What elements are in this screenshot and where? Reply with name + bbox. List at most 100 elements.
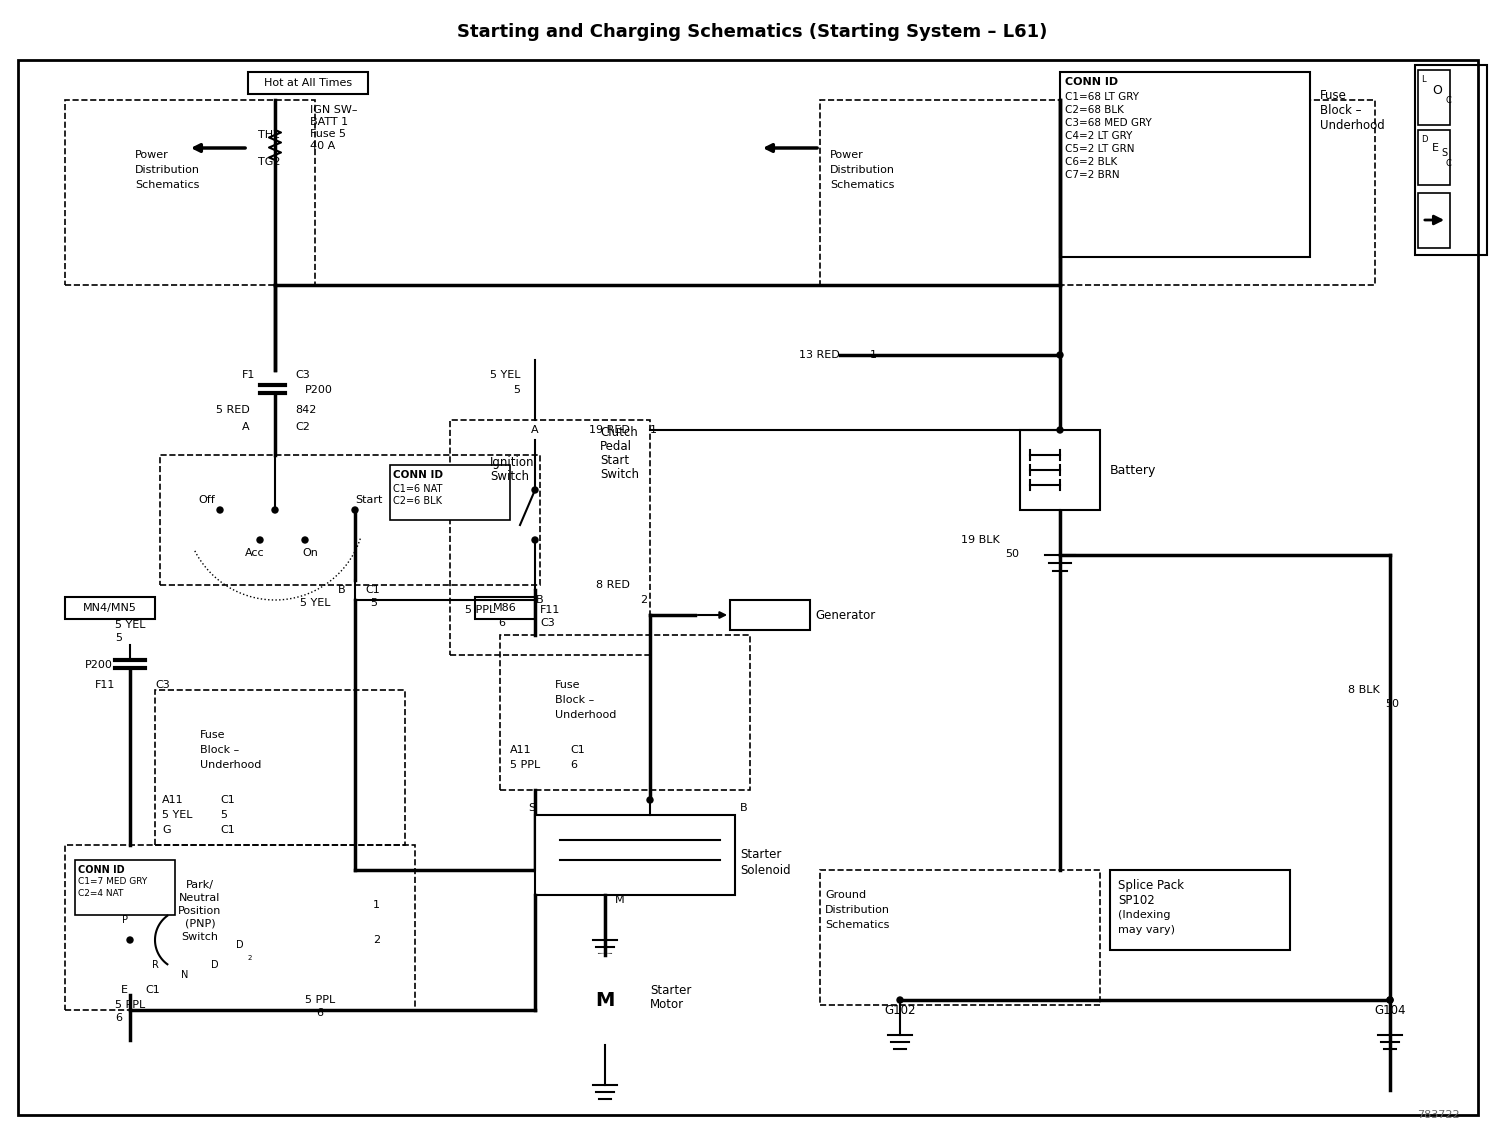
Circle shape	[126, 937, 132, 943]
Text: C2=68 BLK: C2=68 BLK	[1065, 105, 1123, 115]
Text: S: S	[1441, 148, 1447, 158]
Text: C4=2 LT GRY: C4=2 LT GRY	[1065, 131, 1133, 141]
Text: A: A	[242, 421, 250, 432]
Text: 5 YEL: 5 YEL	[489, 370, 520, 381]
Bar	[159, 456, 540, 585]
Circle shape	[257, 537, 263, 543]
Bar	[65, 100, 314, 285]
Text: Fuse: Fuse	[200, 730, 226, 740]
Text: Switch: Switch	[490, 469, 529, 483]
Text: Block –: Block –	[555, 695, 594, 705]
Text: 5: 5	[513, 385, 520, 395]
Text: P: P	[122, 914, 128, 925]
Text: B: B	[740, 803, 747, 813]
Circle shape	[1057, 352, 1063, 358]
Bar	[155, 690, 405, 845]
Bar	[1418, 70, 1450, 125]
Text: 5 YEL: 5 YEL	[114, 620, 146, 630]
Bar	[820, 100, 1375, 285]
Text: Starter: Starter	[650, 984, 692, 996]
Text: C1: C1	[220, 795, 235, 805]
Bar	[499, 635, 750, 790]
Text: 783722: 783722	[1417, 1110, 1460, 1120]
Text: Clutch: Clutch	[600, 426, 638, 438]
Bar	[729, 600, 811, 630]
Text: 19 BLK: 19 BLK	[961, 535, 1000, 545]
Text: 5 PPL: 5 PPL	[465, 605, 495, 615]
Text: 40 A: 40 A	[310, 141, 335, 151]
Text: 5 YEL: 5 YEL	[162, 810, 193, 820]
Text: 2: 2	[373, 935, 381, 945]
Text: Start: Start	[355, 495, 382, 506]
Bar	[535, 815, 735, 895]
Text: F11: F11	[95, 680, 114, 690]
Text: Solenoid: Solenoid	[740, 863, 791, 877]
Text: Start: Start	[600, 453, 629, 467]
Text: Starter: Starter	[740, 849, 782, 861]
Text: D: D	[236, 939, 244, 950]
Circle shape	[647, 797, 653, 803]
Text: G102: G102	[884, 1003, 916, 1017]
Text: 1: 1	[373, 900, 381, 910]
Text: may vary): may vary)	[1117, 925, 1175, 935]
Text: C1: C1	[220, 825, 235, 835]
Text: R: R	[152, 960, 158, 970]
Text: Pedal: Pedal	[600, 440, 632, 452]
Text: Fuse 5: Fuse 5	[310, 130, 346, 139]
Circle shape	[532, 487, 538, 493]
Text: M: M	[596, 991, 615, 1010]
Circle shape	[272, 507, 278, 513]
Text: 842: 842	[295, 406, 316, 415]
Text: Battery: Battery	[1110, 463, 1157, 476]
Text: C1: C1	[570, 745, 585, 755]
Text: 5 PPL: 5 PPL	[510, 760, 540, 770]
Text: Block –: Block –	[1321, 103, 1361, 117]
Circle shape	[559, 955, 650, 1045]
Text: Underhood: Underhood	[555, 710, 617, 720]
Text: 50: 50	[1385, 699, 1399, 709]
Text: 1: 1	[869, 350, 877, 360]
Circle shape	[896, 997, 902, 1003]
Text: Power: Power	[830, 150, 863, 160]
Text: 5: 5	[114, 633, 122, 643]
Text: O: O	[1432, 84, 1442, 97]
Text: C3: C3	[155, 680, 170, 690]
Text: C1: C1	[144, 985, 159, 995]
Text: C3: C3	[540, 618, 555, 628]
Circle shape	[302, 537, 308, 543]
Text: E: E	[1432, 143, 1439, 153]
Text: A11: A11	[162, 795, 183, 805]
Text: A: A	[531, 425, 538, 435]
Text: Fuse: Fuse	[555, 680, 581, 690]
Bar	[65, 845, 415, 1010]
Text: C: C	[1445, 159, 1451, 168]
Text: L: L	[1421, 75, 1426, 84]
Bar	[450, 420, 650, 655]
Text: Switch: Switch	[600, 468, 639, 481]
Text: Schematics: Schematics	[135, 179, 200, 190]
Text: Position: Position	[179, 907, 221, 916]
Text: Fuse: Fuse	[1321, 89, 1348, 101]
Text: 50: 50	[1005, 549, 1020, 559]
Text: 5 RED: 5 RED	[217, 406, 250, 415]
Text: Off: Off	[199, 495, 215, 506]
Text: F1: F1	[242, 370, 256, 381]
Text: C3=68 MED GRY: C3=68 MED GRY	[1065, 118, 1152, 128]
Text: Power: Power	[135, 150, 168, 160]
Text: G: G	[162, 825, 170, 835]
Text: C1=7 MED GRY: C1=7 MED GRY	[78, 877, 147, 886]
Text: CONN ID: CONN ID	[1065, 77, 1117, 87]
Text: C6=2 BLK: C6=2 BLK	[1065, 157, 1117, 167]
Text: CONN ID: CONN ID	[393, 470, 444, 481]
Text: E: E	[120, 985, 128, 995]
Text: Ground: Ground	[826, 889, 866, 900]
Text: M86: M86	[493, 603, 517, 613]
Bar	[820, 870, 1099, 1005]
Text: S: S	[528, 803, 535, 813]
Text: BATT 1: BATT 1	[310, 117, 347, 127]
Text: 8 RED: 8 RED	[596, 580, 630, 590]
Text: Schematics: Schematics	[826, 920, 889, 930]
Text: Splice Pack: Splice Pack	[1117, 878, 1184, 892]
Text: TH2: TH2	[259, 130, 280, 140]
Text: 6: 6	[570, 760, 578, 770]
